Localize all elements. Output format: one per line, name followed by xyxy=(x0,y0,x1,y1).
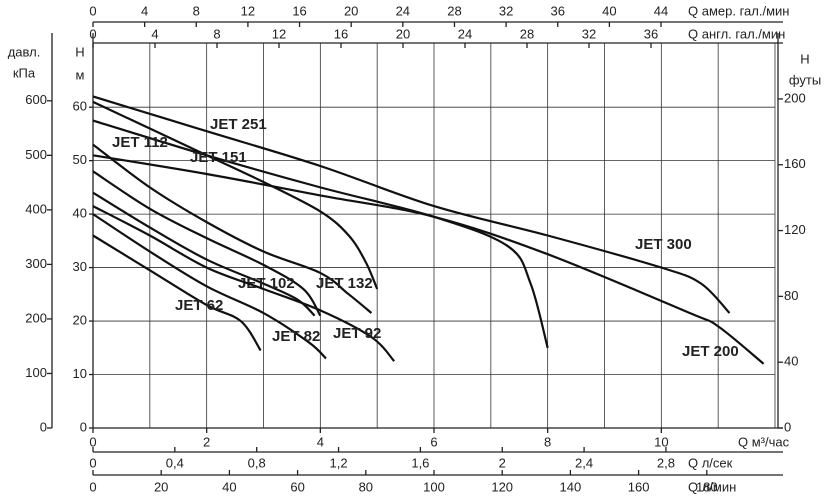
axis-tick-label: 60 xyxy=(290,479,304,494)
y-tick-label: 10 xyxy=(73,366,87,381)
axis-tick-label: 36 xyxy=(551,3,565,18)
curve-label: JET 200 xyxy=(682,343,739,360)
axis-tick-label: 32 xyxy=(499,3,513,18)
axis-tick-label: 600 xyxy=(25,92,47,107)
axis-tick-label: 80 xyxy=(784,288,798,303)
y-axis-label: м xyxy=(76,67,85,82)
axis-tick-label: 12 xyxy=(241,3,255,18)
axis-tick-label: 0 xyxy=(89,26,96,41)
curve-label: JET 102 xyxy=(238,275,295,292)
axis-tick-label: 24 xyxy=(396,3,410,18)
axis-tick-label: 4 xyxy=(141,3,148,18)
axis-tick-label: 2 xyxy=(499,455,506,470)
axis-tick-label: 0 xyxy=(40,419,47,434)
axis-tick-label: 20 xyxy=(396,26,410,41)
axis-tick-label: 80 xyxy=(359,479,373,494)
pump-curve xyxy=(92,170,322,317)
axis-tick-label: 40 xyxy=(602,3,616,18)
axis-label: H xyxy=(800,51,809,66)
curve-label: JET 112 xyxy=(112,134,168,151)
axis-tick-label: 0 xyxy=(89,479,96,494)
axis-tick-label: 24 xyxy=(458,26,472,41)
pump-curve xyxy=(92,191,316,317)
axis-tick-label: 32 xyxy=(582,26,596,41)
axis-tick-label: 2,8 xyxy=(657,455,675,470)
axis-tick-label: 16 xyxy=(292,3,306,18)
y-tick-label: 40 xyxy=(73,206,87,221)
axis-label: Q л/сек xyxy=(688,455,733,470)
axis-tick-label: 100 xyxy=(25,365,47,380)
axis-tick-label: 1,2 xyxy=(330,455,348,470)
axis-tick-label: 4 xyxy=(151,26,158,41)
axis-tick-label: 100 xyxy=(423,479,445,494)
axis-tick-label: 40 xyxy=(784,354,798,369)
y-tick-label: 20 xyxy=(73,312,87,327)
axis-tick-label: 0,8 xyxy=(248,455,266,470)
axis-tick-label: 180 xyxy=(696,479,718,494)
curve-label: JET 251 xyxy=(210,116,267,133)
axis-tick-label: 400 xyxy=(25,201,47,216)
pump-curve xyxy=(92,213,327,360)
axis-tick-label: 140 xyxy=(560,479,582,494)
axis-tick-label: 8 xyxy=(213,26,220,41)
axis-tick-label: 36 xyxy=(644,26,658,41)
curve-label: JET 132 xyxy=(316,275,373,292)
x-tick-label: 4 xyxy=(317,434,324,449)
pump-curve xyxy=(92,119,549,349)
curve-label: JET 62 xyxy=(175,297,223,314)
x-tick-label: 2 xyxy=(203,434,210,449)
axis-tick-label: 2,4 xyxy=(575,455,593,470)
axis-tick-label: 200 xyxy=(784,90,806,105)
axis-tick-label: 12 xyxy=(272,26,286,41)
axis-tick-label: 120 xyxy=(784,222,806,237)
axis-tick-label: 0 xyxy=(89,3,96,18)
x-axis-label: Q м³/час xyxy=(738,434,790,449)
axis-tick-label: 120 xyxy=(491,479,513,494)
y-tick-label: 0 xyxy=(80,419,87,434)
axis-tick-label: 0,4 xyxy=(166,455,184,470)
axis-tick-label: 300 xyxy=(25,256,47,271)
pump-curve xyxy=(92,154,765,365)
axis-tick-label: 500 xyxy=(25,147,47,162)
axis-tick-label: 0 xyxy=(89,455,96,470)
axis-tick-label: 1,6 xyxy=(411,455,429,470)
curve-label: JET 300 xyxy=(635,236,692,253)
axis-tick-label: 20 xyxy=(344,3,358,18)
axis-tick-label: 40 xyxy=(222,479,236,494)
pump-curve xyxy=(92,234,262,352)
y-axis-label: H xyxy=(75,44,84,59)
axis-tick-label: 0 xyxy=(784,419,791,434)
pump-curve xyxy=(92,95,731,314)
axis-label: футы xyxy=(789,72,821,87)
axis-tick-label: 28 xyxy=(447,3,461,18)
curve-label: JET 82 xyxy=(272,328,320,345)
axis-label: Q амер. гал./мин xyxy=(688,3,789,18)
axis-tick-label: 28 xyxy=(520,26,534,41)
axis-label: Q англ. гал./мин xyxy=(688,26,785,41)
x-tick-label: 8 xyxy=(544,434,551,449)
axis-tick-label: 200 xyxy=(25,310,47,325)
pump-curve xyxy=(92,205,396,362)
axis-tick-label: 16 xyxy=(334,26,348,41)
axis-tick-label: 8 xyxy=(193,3,200,18)
axis-tick-label: 160 xyxy=(784,156,806,171)
y-tick-label: 50 xyxy=(73,152,87,167)
axis-label: давл. xyxy=(8,44,41,59)
pump-curve xyxy=(92,100,379,290)
curve-label: JET 92 xyxy=(333,325,381,342)
y-tick-label: 30 xyxy=(73,259,87,274)
axis-tick-label: 20 xyxy=(154,479,168,494)
axis-label: Q л/мин xyxy=(688,479,736,494)
x-tick-label: 6 xyxy=(430,434,437,449)
curve-label: JET 151 xyxy=(190,149,247,166)
x-tick-label: 10 xyxy=(654,434,668,449)
axis-label: кПа xyxy=(13,65,36,80)
axis-tick-label: 160 xyxy=(628,479,650,494)
pump-curve xyxy=(92,143,373,314)
axis-tick-label: 44 xyxy=(654,3,668,18)
x-tick-label: 0 xyxy=(89,434,96,449)
y-tick-label: 60 xyxy=(73,99,87,114)
